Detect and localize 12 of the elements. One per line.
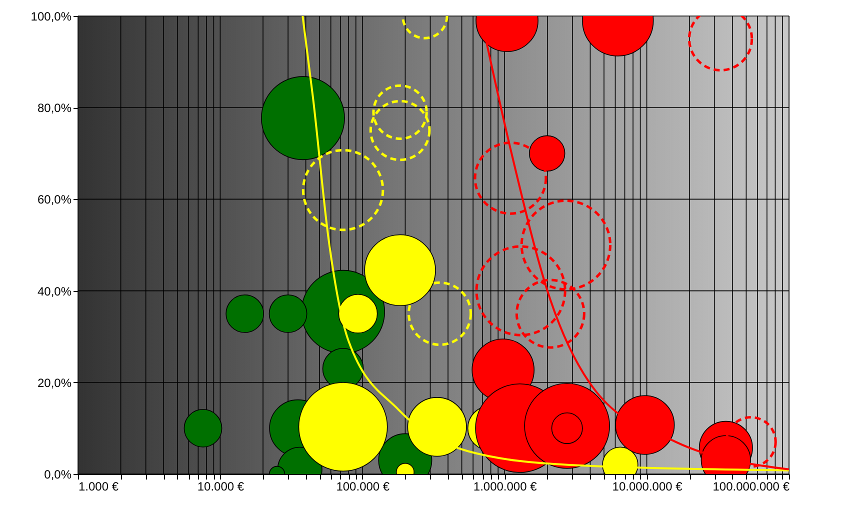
x-tick-label: 100.000.000 € (712, 480, 790, 494)
y-tick-label: 60,0% (37, 192, 72, 207)
x-tick-label: 1.000 € (78, 480, 119, 494)
y-tick-label: 40,0% (37, 284, 72, 298)
y-tick-label: 80,0% (37, 101, 72, 116)
y-tick-label: 0,0% (44, 468, 72, 482)
y-tick-label: 100,0% (30, 10, 72, 24)
y-tick-label: 20,0% (37, 376, 72, 390)
x-tick-label: 1.000.000 € (473, 480, 538, 494)
x-tick-label: 10.000 € (197, 480, 244, 494)
x-tick-label: 10.000.000 € (612, 480, 683, 494)
x-tick-label: 100.000 € (336, 480, 390, 494)
